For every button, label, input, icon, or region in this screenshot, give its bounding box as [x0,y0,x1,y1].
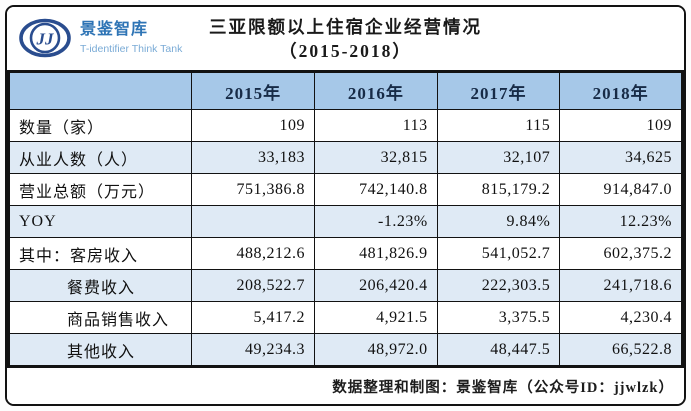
row-label: 从业人数（人） [7,141,193,174]
cell-value: 48,972.0 [313,333,438,367]
table-head: 2015年 2016年 2017年 2018年 [7,71,683,110]
cell-value: 206,420.4 [313,269,438,302]
cell-value: 48,447.5 [436,333,561,367]
footer-band: 数据整理和制图：景鉴智库（公众号ID：jjwlzk） [7,368,684,404]
cell-value: 34,625 [559,141,683,174]
cell-value: 914,847.0 [559,173,683,206]
logo-tagline: T-identifier Think Tank [80,42,183,55]
figure-frame: JJ 景鉴智库 T-identifier Think Tank 三亚限额以上住宿… [5,5,686,406]
column-header: 2018年 [559,71,683,110]
cell-value: 751,386.8 [191,173,315,206]
cell-value: 9.84% [436,205,561,238]
row-label: 餐费收入 [7,269,193,302]
logo-monogram: JJ [36,30,55,49]
cell-value: 12.23% [559,205,683,238]
cell-value: 115 [436,109,561,142]
cell-value: 815,179.2 [436,173,561,206]
row-label: 其中：客房收入 [7,237,193,270]
cell-value: 33,183 [191,141,315,174]
row-label: 数量（家） [7,109,193,142]
credit-text: 数据整理和制图：景鉴智库（公众号ID：jjwlzk） [332,379,674,396]
logo-name: 景鉴智库 [80,21,149,39]
column-header: 2016年 [313,71,438,110]
cell-value: 4,230.4 [559,301,683,334]
jj-logo-icon: JJ [19,18,71,58]
cell-value: 541,052.7 [436,237,561,270]
cell-value: 222,303.5 [436,269,561,302]
logo-text: 景鉴智库 T-identifier Think Tank [80,21,182,54]
cell-value: 3,375.5 [436,301,561,334]
row-label: YOY [7,205,193,238]
cell-value: 66,522.8 [559,333,683,367]
table-row: 餐费收入 208,522.7 206,420.4 222,303.5 241,718.6 [7,269,683,302]
table-row: YOY -1.23% 9.84% 12.23% [7,205,683,238]
table-body: 数量（家） 109 113 115 109 从业人数（人） 33,183 32,815 32,1… [7,109,683,367]
cell-value: 5,417.2 [191,301,315,334]
cell-value: 481,826.9 [313,237,438,270]
table-row: 营业总额（万元） 751,386.8 742,140.8 815,179.2 914,8… [7,173,683,206]
cell-value: 742,140.8 [313,173,438,206]
cell-value: 109 [191,109,315,142]
table-row: 其他收入 49,234.3 48,972.0 48,447.5 66,522.8 [7,333,683,367]
corner-cell [7,71,193,110]
cell-value: 109 [559,109,683,142]
column-header: 2017年 [436,71,561,110]
cell-value: 4,921.5 [313,301,438,334]
row-label: 商品销售收入 [7,301,193,334]
row-label: 营业总额（万元） [7,173,193,206]
cell-value: 602,375.2 [559,237,683,270]
cell-value: 32,815 [313,141,438,174]
cell-value: 32,107 [436,141,561,174]
header-band: JJ 景鉴智库 T-identifier Think Tank 三亚限额以上住宿… [7,7,684,70]
row-label: 其他收入 [7,333,193,367]
table-row: 商品销售收入 5,417.2 4,921.5 3,375.5 4,230.4 [7,301,683,334]
table-row: 从业人数（人） 33,183 32,815 32,107 34,625 [7,141,683,174]
data-table: 2015年 2016年 2017年 2018年 数量（家） 109 113 115 109 从业… [7,70,684,368]
logo: JJ 景鉴智库 T-identifier Think Tank [19,16,182,60]
cell-value: 113 [313,109,438,142]
table-row: 其中：客房收入 488,212.6 481,826.9 541,052.7 602,37… [7,237,683,270]
cell-value: -1.23% [313,205,438,238]
table-row: 数量（家） 109 113 115 109 [7,109,683,142]
cell-value: 208,522.7 [191,269,315,302]
column-header: 2015年 [191,71,315,110]
header-row: 2015年 2016年 2017年 2018年 [7,71,683,110]
cell-value [191,205,315,238]
cell-value: 241,718.6 [559,269,683,302]
cell-value: 488,212.6 [191,237,315,270]
cell-value: 49,234.3 [191,333,315,367]
